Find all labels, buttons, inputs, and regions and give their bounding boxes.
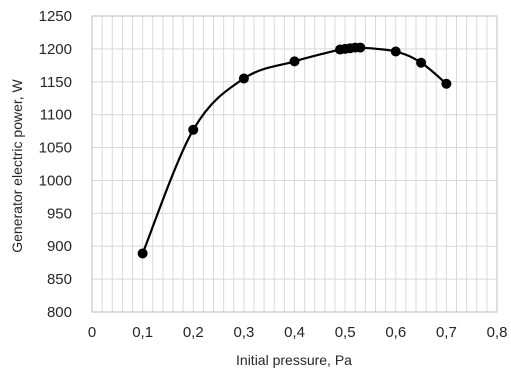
- y-tick-label: 850: [47, 271, 72, 288]
- x-tick-label: 0,8: [487, 324, 508, 341]
- y-tick-label: 800: [47, 304, 72, 321]
- x-tick-label: 0,4: [284, 324, 305, 341]
- y-tick-label: 1250: [39, 8, 72, 25]
- axes: [91, 15, 498, 313]
- y-tick-label: 1150: [40, 74, 72, 91]
- tick-labels: 800 850 900 950 1000 1050 1100 1150 1200 1250 0 0,1…: [39, 8, 508, 341]
- y-tick-label: 1100: [40, 107, 72, 124]
- data-point: [289, 56, 300, 67]
- x-tick-label: 0,2: [183, 324, 204, 341]
- y-tick-label: 1050: [39, 140, 72, 157]
- x-tick-label: 0,3: [233, 324, 254, 341]
- x-tick-label: 0,7: [436, 324, 457, 341]
- y-axis-title: Generator electric power, W: [9, 78, 25, 252]
- series: [137, 42, 452, 259]
- x-tick-label: 0: [88, 324, 96, 341]
- y-tick-label: 1200: [39, 41, 72, 58]
- x-tick-label: 0,5: [335, 324, 356, 341]
- data-point: [355, 42, 366, 53]
- y-tick-label: 950: [47, 205, 72, 222]
- x-tick-label: 0,1: [132, 324, 153, 341]
- plot-border: [91, 15, 498, 313]
- data-point: [416, 57, 427, 68]
- data-point: [238, 73, 249, 84]
- data-point: [390, 46, 401, 57]
- data-point: [441, 78, 452, 89]
- data-point: [137, 248, 148, 259]
- data-point: [188, 124, 199, 135]
- x-tick-label: 0,6: [385, 324, 406, 341]
- y-tick-label: 900: [47, 238, 72, 255]
- x-axis-title: Initial pressure, Pa: [236, 352, 352, 368]
- y-tick-label: 1000: [39, 172, 72, 189]
